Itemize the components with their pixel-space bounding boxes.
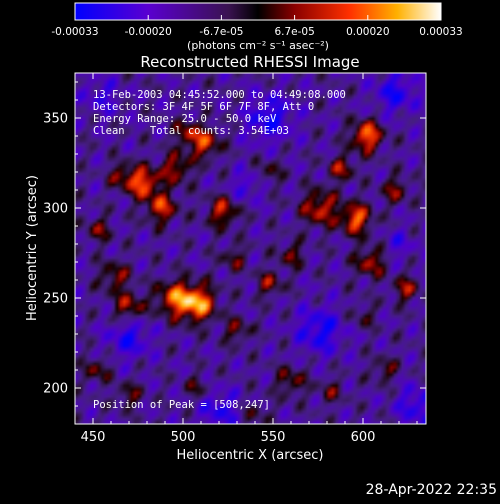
energy-range-annotation: Energy Range: 25.0 - 50.0 keV xyxy=(93,113,277,125)
y-axis: 200 250 300 350 xyxy=(43,81,426,425)
colorbar-tick-label: -6.7e-05 xyxy=(199,26,243,38)
colorbar-tick-label: 0.00020 xyxy=(346,26,389,38)
y-axis-label: Heliocentric Y (arcsec) xyxy=(25,175,40,321)
time-range-annotation: 13-Feb-2003 04:45:52.000 to 04:49:08.000 xyxy=(93,89,346,101)
colorbar-tick-label: -0.00033 xyxy=(51,26,98,38)
chart-title: Reconstructed RHESSI Image xyxy=(140,53,359,71)
plot-area xyxy=(74,72,427,425)
colorbar xyxy=(74,2,442,21)
peak-position-annotation: Position of Peak = [508,247] xyxy=(93,399,270,411)
colorbar-tick-labels: -0.00033 -0.00020 -6.7e-05 6.7e-05 0.00020 0.… xyxy=(51,26,462,38)
x-tick-label: 450 xyxy=(81,430,106,445)
x-axis: 450 500 550 600 xyxy=(74,73,418,445)
x-tick-label: 600 xyxy=(351,430,376,445)
y-tick-label: 350 xyxy=(43,112,68,127)
colorbar-units: (photons cm⁻² s⁻¹ asec⁻²) xyxy=(187,39,329,52)
colorbar-tick-label: 6.7e-05 xyxy=(274,26,314,38)
colorbar-ticks xyxy=(74,15,442,20)
x-axis-label: Heliocentric X (arcsec) xyxy=(177,448,324,463)
plot-timestamp: 28-Apr-2022 22:35 xyxy=(366,482,497,498)
colorbar-tick-label: 0.00033 xyxy=(419,26,462,38)
colorbar-tick-label: -0.00020 xyxy=(125,26,172,38)
detectors-annotation: Detectors: 3F 4F 5F 6F 7F 8F, Att 0 xyxy=(93,101,314,113)
annotations: 13-Feb-2003 04:45:52.000 to 04:49:08.000… xyxy=(93,89,346,411)
x-tick-label: 500 xyxy=(171,430,196,445)
x-tick-label: 550 xyxy=(261,430,286,445)
clean-counts-annotation: Clean Total counts: 3.54E+03 xyxy=(93,125,289,137)
heatmap-image xyxy=(75,73,426,424)
y-tick-label: 200 xyxy=(43,382,68,397)
y-tick-label: 300 xyxy=(43,202,68,217)
plot-frame xyxy=(74,72,427,425)
y-tick-label: 250 xyxy=(43,292,68,307)
